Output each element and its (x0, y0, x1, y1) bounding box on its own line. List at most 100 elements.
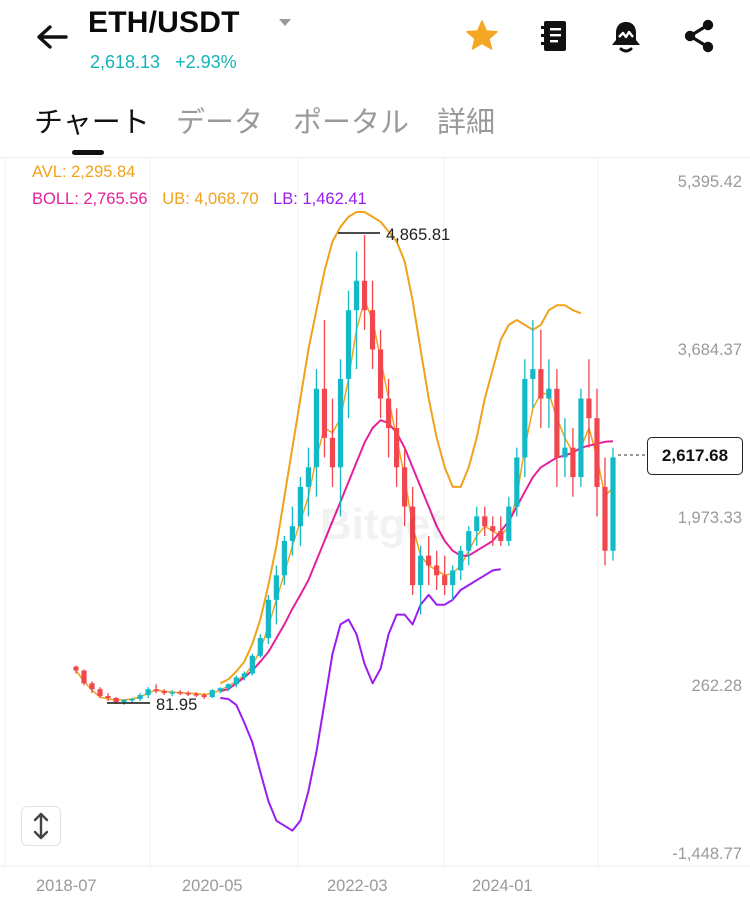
tab-chart[interactable]: チャート (34, 107, 150, 139)
candle (161, 689, 167, 696)
last-price: 2,618.13 (90, 52, 161, 72)
candle-body (361, 280, 368, 311)
price-chart[interactable] (0, 158, 750, 898)
series-line-lb (220, 568, 501, 832)
y-tick-label: 5,395.42 (677, 173, 742, 191)
candle-body (498, 531, 504, 541)
candle-body (450, 570, 456, 586)
ub-value: UB: 4,068.70 (162, 190, 259, 208)
active-tab-indicator (72, 150, 104, 155)
boll-value: BOLL: 2,765.56 (32, 190, 148, 208)
candle (361, 235, 368, 330)
candle-body (490, 526, 496, 532)
avl-legend: AVL: 2,295.84 (32, 163, 136, 181)
candle (337, 359, 344, 517)
tab-data[interactable]: データ (176, 107, 264, 139)
candle-body (602, 486, 608, 551)
candle (586, 359, 592, 448)
candle (345, 290, 352, 419)
candle-body (297, 486, 304, 527)
candle (89, 681, 95, 694)
candle (594, 388, 600, 517)
watermark: Bitget (320, 500, 445, 549)
candle-body (610, 457, 616, 551)
candle (426, 536, 432, 586)
candle (538, 329, 544, 429)
candle (410, 486, 416, 595)
candle-body (586, 398, 592, 419)
candle-body (73, 666, 79, 671)
series-line-ub (219, 211, 582, 685)
candle (185, 691, 191, 697)
candle-body (402, 467, 408, 507)
candle-body (594, 418, 600, 487)
candle (321, 320, 328, 458)
candle (482, 506, 488, 537)
star-icon[interactable] (462, 16, 502, 56)
candle (177, 690, 183, 696)
candle (402, 447, 408, 527)
candle (97, 687, 103, 699)
candle-body (426, 555, 432, 566)
candle-body (97, 689, 103, 697)
candle (105, 693, 111, 701)
candle-body (506, 506, 512, 541)
pair-title[interactable]: ETH/USDT (88, 6, 240, 39)
price-change: +2.93% (175, 52, 237, 72)
candle-body (522, 378, 528, 458)
candle-body (257, 638, 263, 656)
candle (329, 398, 336, 487)
candle-body (385, 398, 392, 429)
candle (73, 665, 79, 674)
max-price-label: 4,865.81 (386, 226, 451, 244)
candle-body (369, 310, 376, 350)
candle (297, 477, 304, 546)
candle (305, 447, 312, 517)
candle (578, 388, 584, 487)
candle (369, 280, 376, 370)
candle-body (313, 388, 320, 468)
candle (169, 690, 175, 697)
candle (506, 496, 512, 546)
candle-body (353, 280, 360, 311)
y-tick-label: -1,448.77 (672, 845, 742, 863)
candle (289, 506, 296, 556)
candle-body (530, 369, 536, 379)
share-icon[interactable] (679, 16, 719, 56)
candle (602, 457, 608, 566)
candle-body (410, 506, 416, 586)
candle-body (554, 388, 560, 458)
candle-body (233, 677, 239, 685)
candle (434, 550, 440, 591)
candle-body (201, 695, 207, 698)
current-price-tag: 2,617.68 (647, 437, 743, 475)
candle-body (321, 388, 328, 438)
candle-body (145, 689, 151, 696)
candle-body (169, 692, 175, 694)
caret-down-icon[interactable] (277, 16, 293, 30)
tab-details[interactable]: 詳細 (437, 107, 496, 139)
candle (377, 329, 384, 419)
back-arrow-icon[interactable] (30, 16, 74, 60)
candle-body (81, 670, 87, 684)
x-tick-label: 2020-05 (182, 877, 243, 895)
candle (129, 698, 135, 703)
alert-bell-icon[interactable] (606, 16, 646, 56)
candle (522, 359, 528, 478)
candle-body (474, 516, 480, 532)
candle-body (241, 673, 247, 678)
scale-toggle-icon[interactable] (21, 806, 61, 846)
candle (81, 669, 87, 686)
candle-body (193, 694, 199, 696)
candle (442, 555, 448, 595)
candle-body (105, 696, 111, 699)
tab-portal[interactable]: ポータル (293, 107, 410, 139)
y-tick-label: 1,973.33 (677, 509, 742, 527)
candle (193, 692, 199, 698)
notebook-icon[interactable] (535, 16, 575, 56)
candle (418, 545, 424, 615)
candle-body (434, 565, 440, 576)
candle (265, 594, 271, 645)
boll-legend: BOLL: 2,765.56 UB: 4,068.70 LB: 1,462.41 (32, 190, 367, 209)
candle-body (514, 457, 520, 507)
